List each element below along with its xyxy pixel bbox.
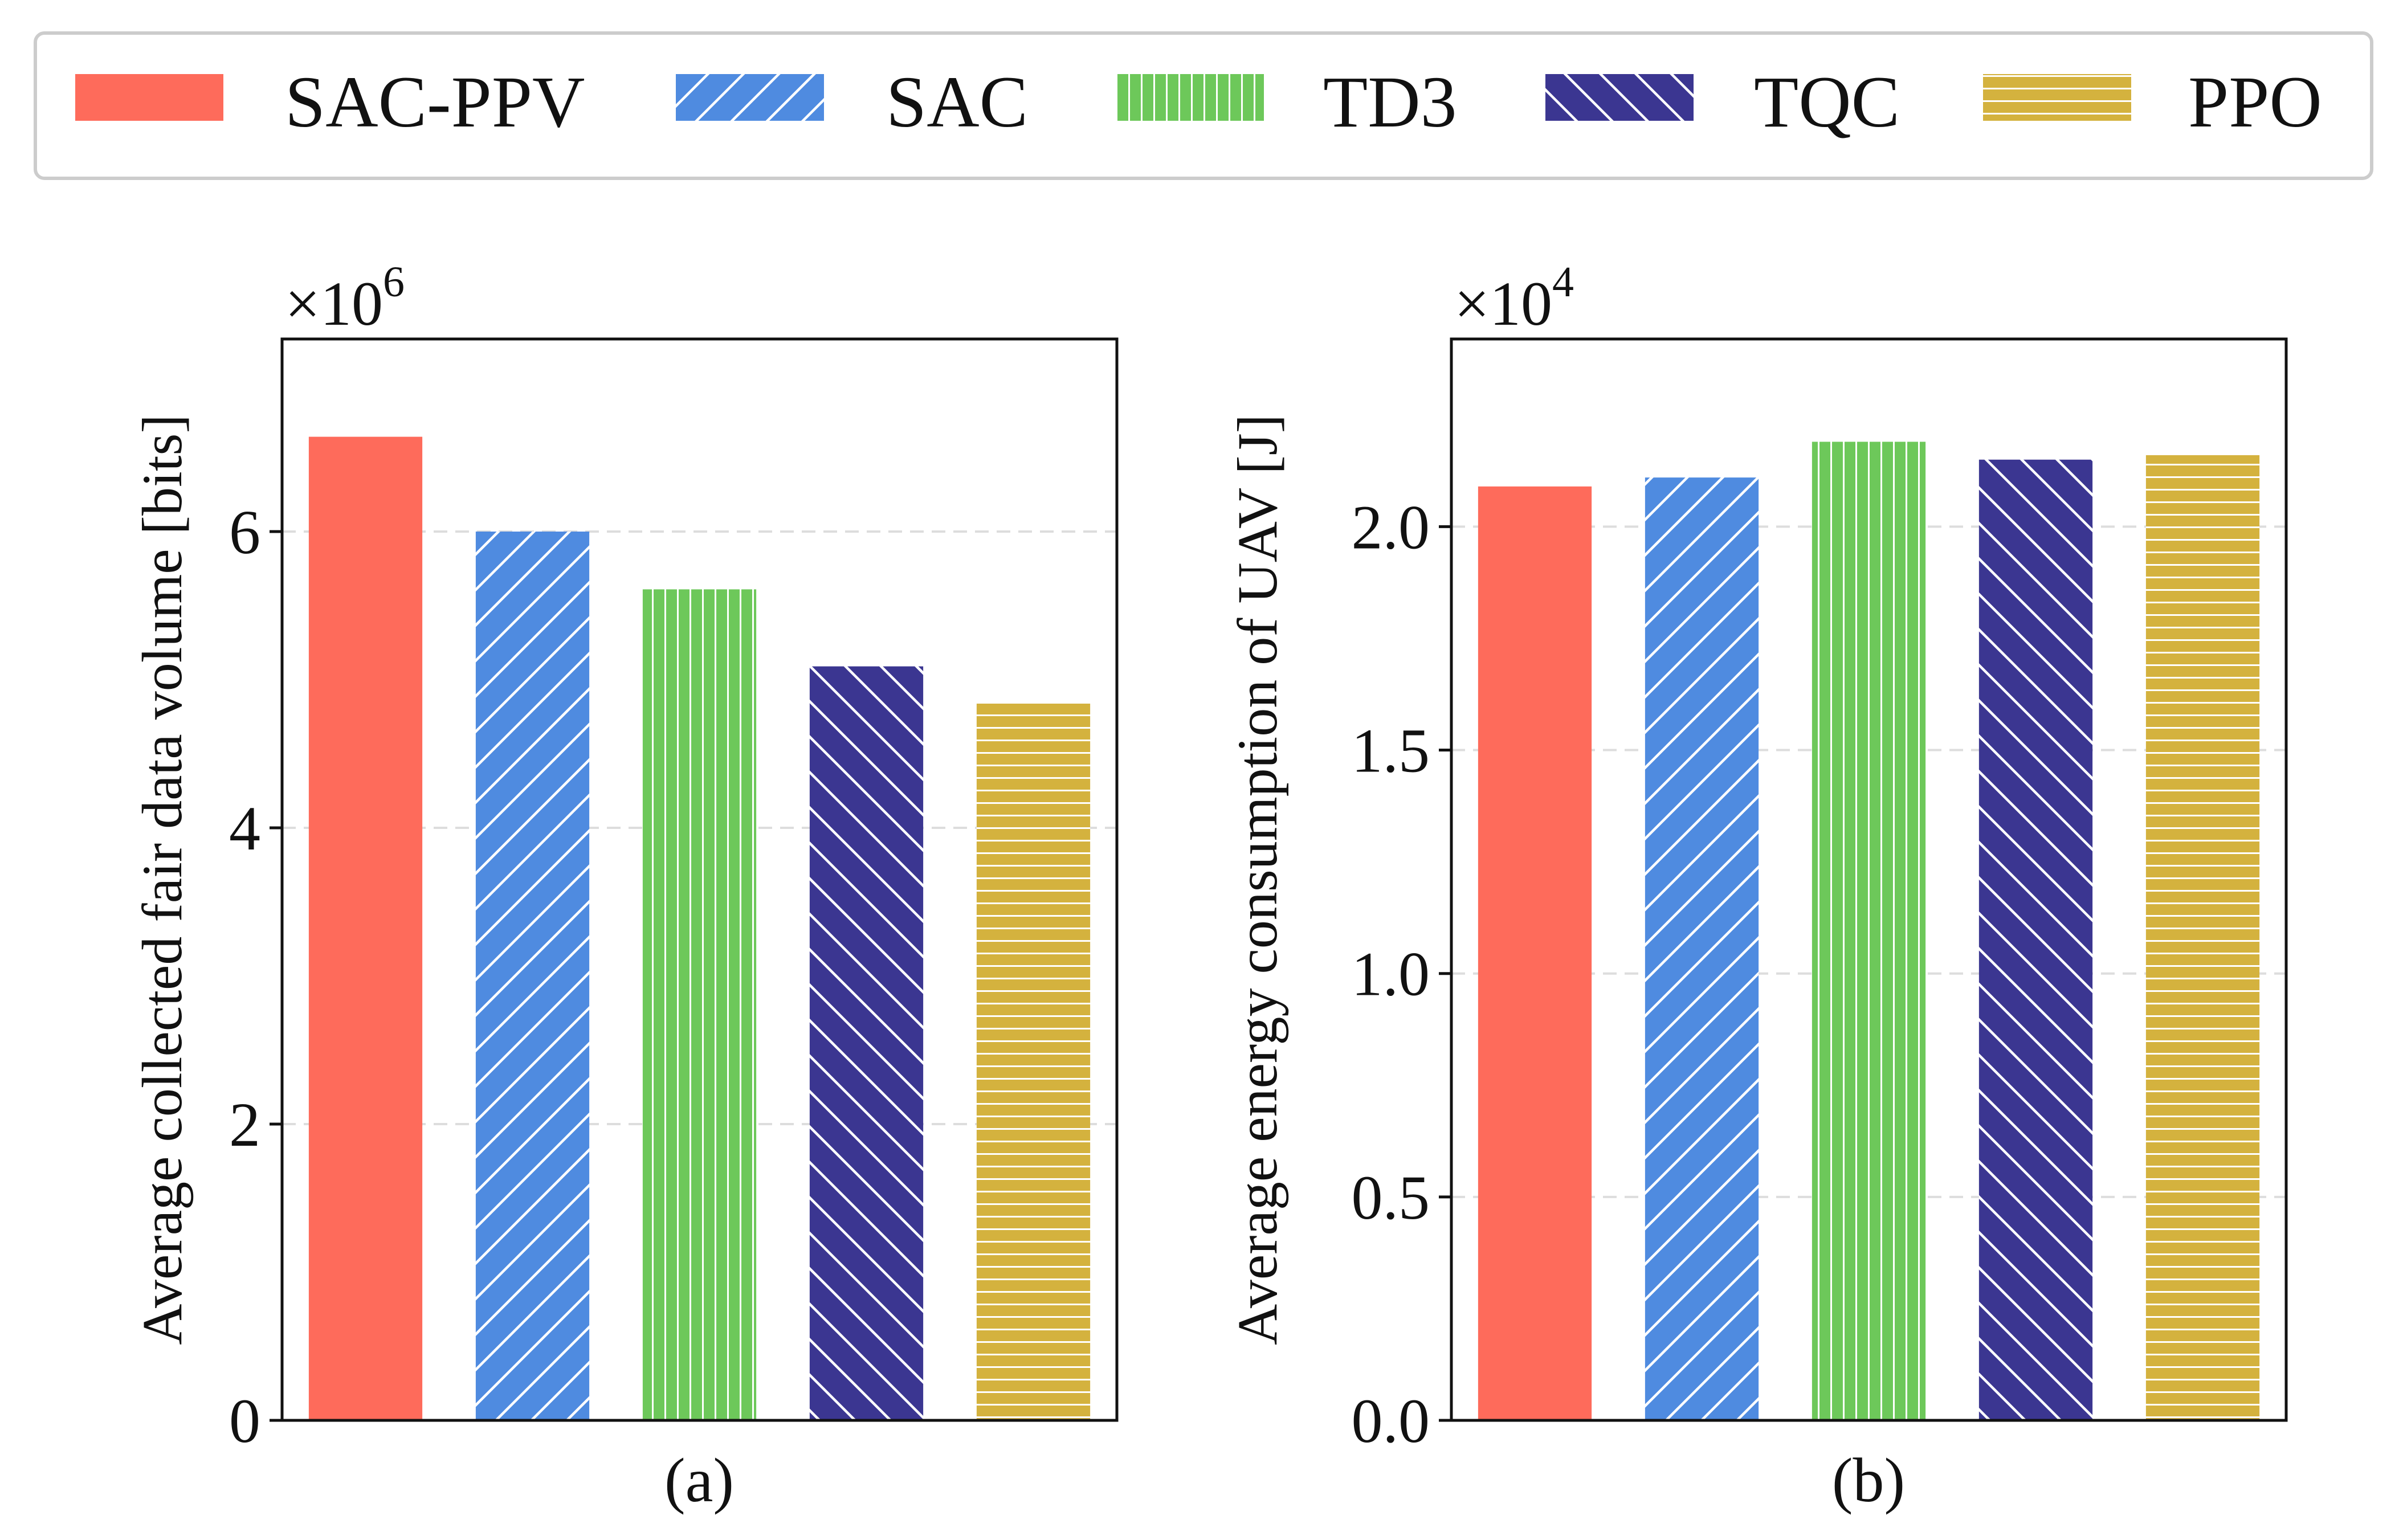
panel-b-y-tick-label: 1.0 (1352, 939, 1430, 1009)
panel-b-bars (1478, 442, 2260, 1421)
panel-a-y-ticks: 0 2 4 6 (229, 497, 282, 1456)
panel-a-bar-tqc (809, 666, 924, 1420)
panel-a: 0 2 4 6 ×106 Average collected fair data vo… (130, 258, 1119, 1515)
panel-b-bar-ppo (2145, 455, 2260, 1420)
legend-label-tqc: TQC (1754, 62, 1900, 142)
panel-b-axes-frame (1450, 337, 2288, 1422)
legend-label-sac-ppv: SAC-PPV (285, 62, 585, 142)
panel-a-caption: (a) (664, 1445, 734, 1515)
panel-b-y-tick-label: 0.0 (1352, 1386, 1430, 1456)
panel-b-y-ticks: 0.0 0.5 1.0 1.5 2.0 (1352, 492, 1451, 1456)
legend-label-td3: TD3 (1323, 62, 1457, 142)
panel-a-bar-sac-ppv (308, 436, 423, 1420)
legend-label-sac: SAC (886, 62, 1028, 142)
legend-swatch-ppo (1983, 74, 2131, 121)
panel-b-multiplier: ×104 (1454, 258, 1574, 338)
panel-b-y-axis-label: Average energy consumption of UAV [J] (1226, 414, 1289, 1345)
legend-label-ppo: PPO (2188, 62, 2322, 142)
panel-a-y-tick-label: 4 (229, 794, 260, 863)
legend-swatch-sac (676, 74, 824, 121)
panel-a-axes-frame (280, 337, 1119, 1422)
legend-swatch-td3 (1116, 74, 1264, 121)
panel-b-caption: (b) (1832, 1445, 1905, 1515)
panel-b-y-tick-label: 0.5 (1352, 1163, 1430, 1232)
panel-a-y-tick-label: 0 (229, 1386, 260, 1456)
panel-b-bar-td3 (1812, 442, 1926, 1420)
panel-a-bar-td3 (642, 589, 757, 1420)
panel-b-bar-tqc (1978, 459, 2093, 1421)
legend-swatch-tqc (1545, 74, 1694, 121)
panel-a-y-axis-label: Average collected fair data volume [bits… (130, 414, 194, 1345)
panel-a-bars (308, 436, 1091, 1420)
panel-a-bar-sac (475, 532, 590, 1420)
panel-b: 0.0 0.5 1.0 1.5 2.0 ×104 Average energy cons… (1226, 258, 2288, 1515)
panel-b-y-tick-label: 1.5 (1352, 716, 1430, 786)
panel-a-multiplier: ×106 (285, 258, 405, 338)
panel-a-y-tick-label: 2 (229, 1090, 260, 1159)
panel-a-bar-ppo (976, 702, 1091, 1420)
panel-b-y-tick-label: 2.0 (1352, 492, 1430, 562)
legend: SAC-PPV SAC TD3 TQC PPO (34, 31, 2373, 180)
legend-swatch-sac-ppv (75, 74, 223, 121)
panel-b-bar-sac-ppv (1478, 486, 1592, 1421)
panel-b-bar-sac (1645, 477, 1759, 1420)
panel-a-y-tick-label: 6 (229, 497, 260, 567)
